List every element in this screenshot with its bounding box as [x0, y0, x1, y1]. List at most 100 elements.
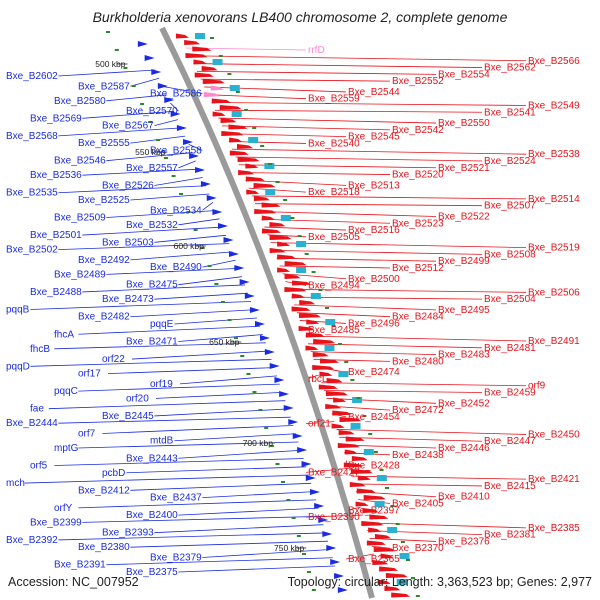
forward-gene-arrow: [362, 508, 379, 513]
reverse-connector: [178, 449, 302, 459]
forward-gene-label: Bxe_B2562: [484, 63, 536, 74]
forward-gene-arrow: [333, 397, 347, 403]
gc-skew-mark: [114, 49, 119, 51]
reverse-connector: [30, 301, 252, 310]
tick-label: 750 kbp: [274, 543, 305, 553]
label-connectors: [24, 47, 527, 573]
forward-gene-arrow: [298, 313, 321, 318]
gene-block: [264, 163, 275, 169]
forward-gene-label: Bxe_B2523: [392, 218, 444, 229]
gc-skew-mark: [148, 121, 153, 123]
forward-gene-arrow: [212, 111, 226, 117]
forward-gene-label: Bxe_B2549: [528, 100, 580, 111]
reverse-gene-label: Bxe_B2380: [78, 542, 130, 553]
reverse-connector: [78, 441, 299, 449]
reverse-gene-arrow: [195, 167, 206, 173]
reverse-connector: [58, 185, 207, 194]
forward-gene-label: Bxe_B2385: [528, 523, 580, 534]
chromosome-backbone: [159, 26, 375, 599]
gc-skew-mark: [379, 469, 384, 471]
reverse-gene-arrow: [183, 139, 194, 145]
forward-connector: [196, 70, 437, 75]
reverse-connector: [174, 317, 258, 325]
reverse-gene-label: orf17: [78, 369, 101, 380]
forward-gene-arrow: [373, 547, 396, 552]
forward-connector: [279, 265, 391, 269]
reverse-gene-arrow: [279, 391, 290, 397]
reverse-gene-arrow: [212, 209, 223, 215]
forward-gene-label: Bxe_B2496: [348, 318, 400, 329]
forward-gene-label: Bxe_B2516: [348, 225, 400, 236]
reverse-connector: [155, 392, 283, 399]
reverse-connector: [174, 433, 296, 442]
forward-gene-arrow: [349, 482, 366, 487]
reverse-connector: [202, 491, 314, 498]
forward-gene-arrow: [175, 33, 189, 39]
forward-connector: [282, 273, 347, 280]
gene-block: [194, 33, 205, 39]
gene-block: [350, 423, 361, 429]
gc-skew-mark: [193, 229, 198, 231]
forward-gene-arrow: [338, 430, 355, 435]
forward-gene-arrow: [284, 261, 307, 266]
reverse-gene-arrow: [239, 279, 250, 285]
forward-connector: [255, 203, 483, 207]
reverse-gene-arrow: [189, 153, 200, 159]
reverse-gene-label: fhcB: [30, 344, 50, 355]
gc-skew-mark: [390, 505, 395, 507]
forward-gene-label: Bxe_B2381: [484, 530, 536, 541]
forward-connector: [242, 172, 391, 175]
forward-connector: [291, 296, 483, 300]
reverse-connector: [126, 466, 307, 474]
forward-connector: [369, 538, 437, 542]
forward-connector: [221, 125, 391, 131]
forward-gene-label: Bxe_B2559: [308, 94, 360, 105]
reverse-connector: [106, 210, 217, 218]
forward-connector: [296, 312, 391, 318]
forward-gene-label: Bxe_B2513: [348, 180, 400, 191]
gc-skew-mark: [221, 301, 226, 303]
reverse-connector: [48, 400, 286, 410]
reverse-connector: [58, 243, 230, 250]
gene-block: [280, 215, 291, 221]
forward-gene-label: Bxe_B2450: [528, 429, 580, 440]
forward-gene-label: Bxe_B2446: [438, 443, 490, 454]
forward-gene-label: Bxe_B2483: [438, 350, 490, 361]
gc-skew-mark: [123, 67, 128, 69]
forward-gene-arrow: [291, 293, 305, 299]
forward-connector: [211, 102, 527, 106]
forward-gene-arrow: [238, 170, 255, 175]
reverse-gene-label: Bxe_B2482: [78, 312, 130, 323]
gene-labels: rrfD Bxe_B2566Bxe_B2562Bxe_B2554Bxe_B2552…: [6, 45, 580, 578]
reverse-gene-label: Bxe_B2443: [126, 453, 178, 464]
forward-gene-arrow: [298, 326, 315, 331]
gene-block: [363, 449, 374, 455]
forward-gene-arrow: [228, 124, 248, 130]
forward-gene-arrow: [331, 423, 345, 429]
forward-gene-arrow: [319, 358, 339, 364]
reverse-connector: [106, 268, 239, 275]
gc-skew-mark: [362, 415, 367, 417]
forward-gene-label: Bxe_B2427: [308, 467, 360, 478]
reverse-connector: [54, 342, 266, 350]
forward-gene-label: Bxe_B2390: [308, 512, 360, 523]
forward-gene-arrow: [261, 228, 281, 234]
reverse-gene-arrow: [170, 111, 181, 117]
forward-gene-label: Bxe_B2504: [484, 294, 536, 305]
forward-gene-arrow: [345, 436, 365, 442]
reverse-gene-label: Bxe_B2555: [78, 138, 130, 149]
forward-connector: [218, 117, 437, 124]
forward-gene-arrow: [305, 345, 319, 351]
reverse-gene-label: Bxe_B2392: [6, 535, 58, 546]
forward-gene-label: Bxe_B2512: [392, 263, 444, 274]
reverse-gene-label: orf5: [30, 461, 48, 472]
forward-gene-label: Bxe_B2540: [308, 138, 360, 149]
gc-skew-mark: [264, 427, 269, 429]
forward-gene-label: Bxe_B2484: [392, 312, 444, 323]
forward-gene-label: Bxe_B2428: [348, 461, 400, 472]
gene-block: [352, 397, 363, 403]
forward-connector: [323, 390, 483, 393]
forward-gene-arrow: [194, 72, 214, 78]
reverse-gene-arrow: [292, 433, 303, 439]
